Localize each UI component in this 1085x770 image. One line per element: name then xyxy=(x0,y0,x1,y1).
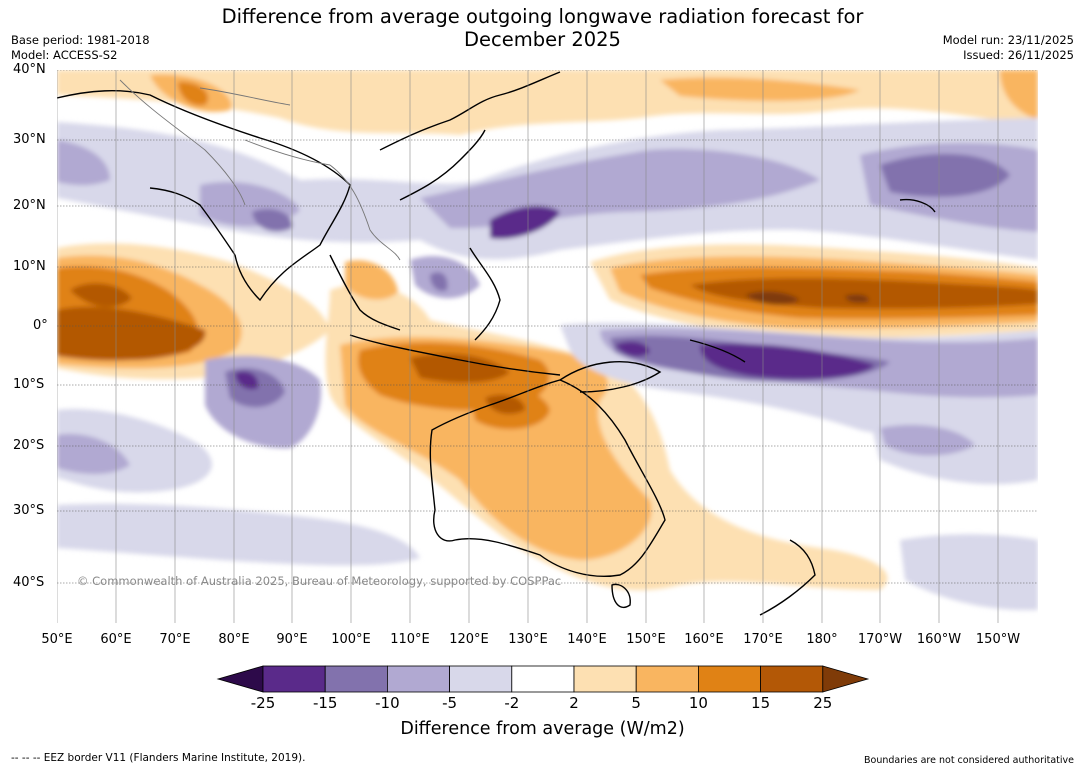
title-line-1: Difference from average outgoing longwav… xyxy=(221,5,864,28)
colorbar-segment xyxy=(449,665,513,693)
colorbar-segment xyxy=(635,665,699,693)
longitude-label: 120°E xyxy=(449,632,489,647)
colorbar-segment xyxy=(386,665,450,693)
latitude-label: 10°S xyxy=(13,377,45,392)
longitude-label: 160°W xyxy=(916,632,962,647)
longitude-label: 160°E xyxy=(684,632,724,647)
title-line-2: December 2025 xyxy=(464,28,621,51)
longitude-label: 60°E xyxy=(100,632,132,647)
longitude-label: 170°W xyxy=(857,632,903,647)
colorbar-segment xyxy=(760,665,824,693)
colorbar-tick-label: -10 xyxy=(375,694,400,712)
colorbar-tick-label: -15 xyxy=(312,694,338,712)
meta-left: Base period: 1981-2018 Model: ACCESS-S2 xyxy=(11,33,150,63)
longitude-label: 170°E xyxy=(743,632,783,647)
anomaly-field xyxy=(57,70,1038,623)
latitude-label: 40°S xyxy=(13,575,45,590)
colorbar-tick-label: 15 xyxy=(751,694,771,712)
colorbar-min-arrow xyxy=(216,665,264,693)
copyright-notice: © Commonwealth of Australia 2025, Bureau… xyxy=(77,574,562,588)
latitude-label: 20°S xyxy=(13,438,45,453)
colorbar xyxy=(216,665,870,693)
colorbar-segment xyxy=(573,665,637,693)
longitude-label: 70°E xyxy=(159,632,191,647)
colorbar-tick-label: 2 xyxy=(569,694,579,712)
colorbar-segment xyxy=(324,665,388,693)
model-name: Model: ACCESS-S2 xyxy=(11,48,118,62)
meta-right: Model run: 23/11/2025 Issued: 26/11/2025 xyxy=(943,33,1074,63)
colorbar-tick-label: -5 xyxy=(442,694,458,712)
longitude-label: 100°E xyxy=(331,632,371,647)
colorbar-tick-label: 25 xyxy=(813,694,833,712)
longitude-label: 180° xyxy=(806,632,838,647)
colorbar-tick-label: -2 xyxy=(504,694,520,712)
colorbar-segment xyxy=(698,665,762,693)
country-borders xyxy=(119,79,401,261)
colorbar-segment xyxy=(511,665,575,693)
model-run: Model run: 23/11/2025 xyxy=(942,33,1074,47)
boundaries-note: Boundaries are not considered authoritat… xyxy=(864,755,1074,766)
latitude-label: 30°N xyxy=(13,132,46,147)
colorbar-segment xyxy=(262,665,326,693)
longitude-label: 150°W xyxy=(975,632,1021,647)
longitude-label: 150°E xyxy=(626,632,666,647)
colorbar-max-arrow xyxy=(822,665,870,693)
latitude-label: 40°N xyxy=(13,62,46,77)
colorbar-tick-label: 10 xyxy=(688,694,708,712)
chart-title: Difference from average outgoing longwav… xyxy=(0,5,1085,51)
longitude-label: 50°E xyxy=(41,632,73,647)
longitude-label: 130°E xyxy=(508,632,548,647)
base-period: Base period: 1981-2018 xyxy=(11,33,150,47)
latitude-label: 30°S xyxy=(13,503,45,518)
longitude-label: 140°E xyxy=(567,632,607,647)
coastlines xyxy=(57,71,936,616)
latitude-label: 10°N xyxy=(13,259,46,274)
eez-note: -- -- -- EEZ border V11 (Flanders Marine… xyxy=(11,752,306,764)
colorbar-tick-label: 5 xyxy=(631,694,641,712)
issued-date: Issued: 26/11/2025 xyxy=(963,48,1074,62)
colorbar-tick-label: -25 xyxy=(250,694,276,712)
colorbar-title: Difference from average (W/m2) xyxy=(400,719,685,739)
longitude-label: 90°E xyxy=(276,632,308,647)
longitude-label: 80°E xyxy=(218,632,250,647)
graticule xyxy=(57,70,1038,623)
longitude-label: 110°E xyxy=(390,632,430,647)
latitude-label: 0° xyxy=(33,318,48,333)
latitude-label: 20°N xyxy=(13,198,46,213)
